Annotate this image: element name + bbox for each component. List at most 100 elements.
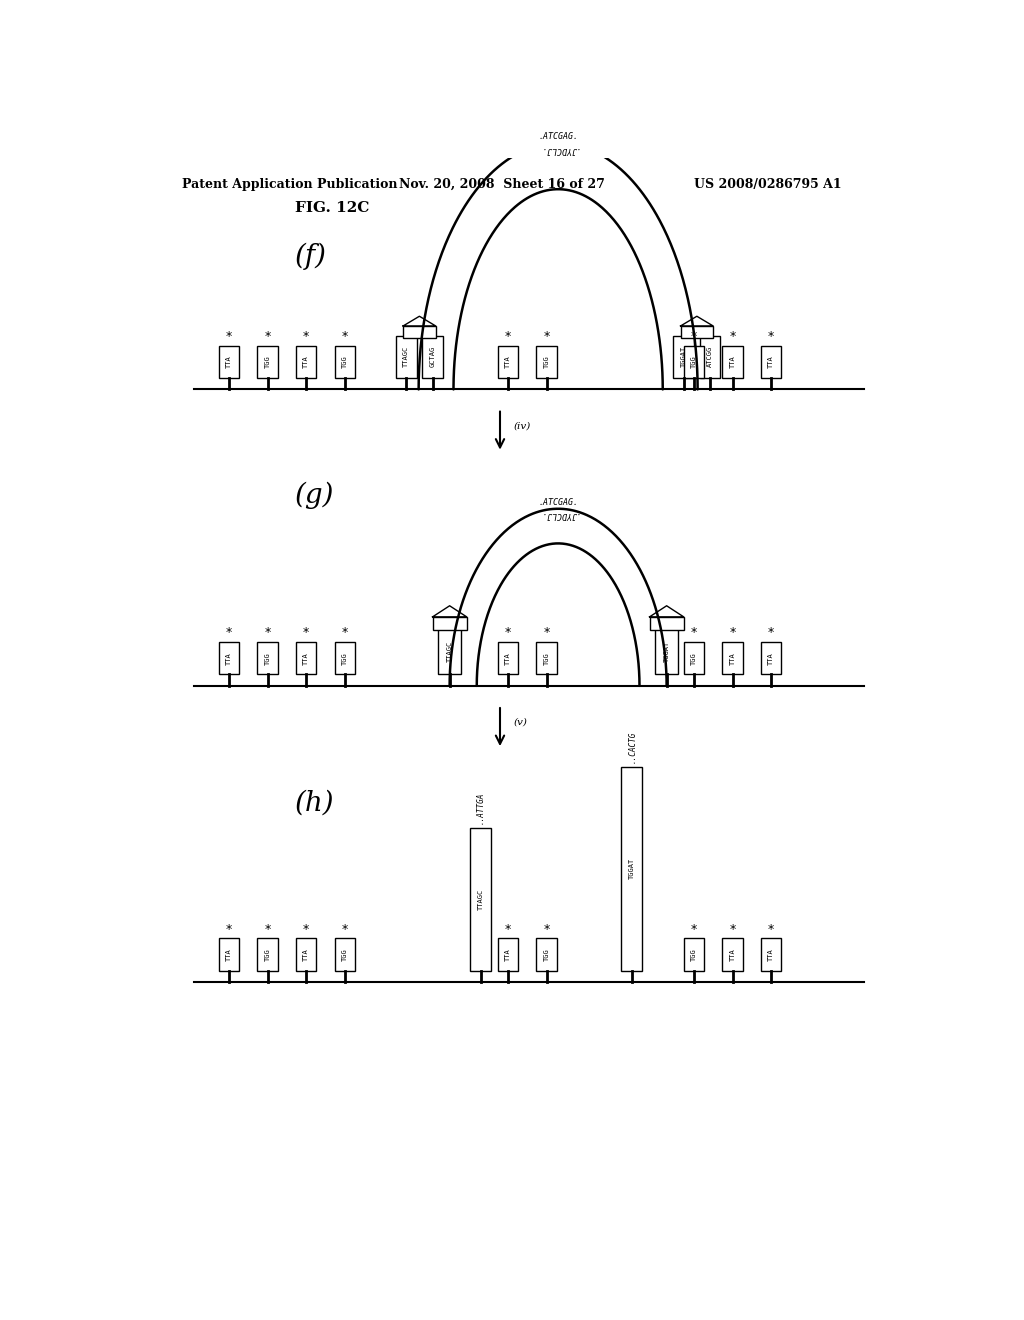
Text: *: * — [225, 330, 231, 343]
Text: TGGAT: TGGAT — [629, 858, 635, 879]
Text: Patent Application Publication: Patent Application Publication — [182, 178, 397, 190]
Text: *: * — [768, 626, 774, 639]
Text: TGG: TGG — [342, 652, 348, 664]
Text: TGG: TGG — [264, 948, 270, 961]
Text: *: * — [505, 923, 511, 936]
Text: TTA: TTA — [303, 948, 309, 961]
Text: Nov. 20, 2008  Sheet 16 of 27: Nov. 20, 2008 Sheet 16 of 27 — [399, 178, 605, 190]
Text: GCTAG: GCTAG — [430, 346, 435, 367]
Text: TGG: TGG — [264, 652, 270, 664]
Bar — [722, 642, 742, 675]
Text: (g): (g) — [295, 482, 334, 510]
Bar — [537, 346, 557, 378]
Text: *: * — [768, 330, 774, 343]
Text: *: * — [264, 923, 270, 936]
Text: TTA: TTA — [768, 948, 774, 961]
Bar — [335, 939, 355, 970]
Text: TGG: TGG — [544, 355, 550, 368]
Bar — [498, 642, 518, 675]
Text: *: * — [690, 923, 697, 936]
Text: .JYDCLJ.: .JYDCLJ. — [539, 511, 579, 519]
Bar — [681, 326, 713, 338]
Text: .ATCGAG.: .ATCGAG. — [539, 132, 579, 141]
Bar — [537, 642, 557, 675]
Bar — [722, 346, 742, 378]
Bar — [684, 939, 703, 970]
Text: TGG: TGG — [342, 355, 348, 368]
Text: TGG: TGG — [691, 948, 696, 961]
Text: *: * — [690, 626, 697, 639]
Bar — [673, 335, 694, 378]
Text: (h): (h) — [295, 789, 334, 817]
Bar — [296, 346, 316, 378]
Text: TTA: TTA — [505, 948, 511, 961]
Text: TGG: TGG — [544, 948, 550, 961]
Text: *: * — [729, 330, 735, 343]
Text: *: * — [225, 923, 231, 936]
Bar — [649, 616, 684, 631]
Bar — [296, 642, 316, 675]
Text: *: * — [264, 626, 270, 639]
Text: TGG: TGG — [342, 948, 348, 961]
Bar — [655, 628, 678, 675]
Bar — [622, 767, 642, 970]
Bar — [403, 326, 435, 338]
Text: *: * — [342, 330, 348, 343]
Text: TTA: TTA — [505, 652, 511, 664]
Text: TTA: TTA — [768, 355, 774, 368]
Text: TTA: TTA — [303, 652, 309, 664]
Bar — [257, 346, 278, 378]
Bar — [684, 642, 703, 675]
Text: TTA: TTA — [225, 652, 231, 664]
Bar — [470, 829, 492, 970]
Text: (v): (v) — [514, 718, 527, 727]
Text: (iv): (iv) — [514, 421, 531, 430]
Text: TTA: TTA — [729, 652, 735, 664]
Text: TGGAT: TGGAT — [664, 640, 670, 661]
Text: ..CACTG: ..CACTG — [628, 730, 636, 763]
Text: *: * — [303, 923, 309, 936]
Text: *: * — [225, 626, 231, 639]
Bar — [684, 346, 703, 378]
Bar — [432, 616, 467, 631]
Text: *: * — [544, 626, 550, 639]
Text: *: * — [303, 626, 309, 639]
Text: TTAGC: TTAGC — [403, 346, 410, 367]
Bar — [219, 642, 239, 675]
Text: TTAGC: TTAGC — [446, 640, 453, 661]
Text: TTA: TTA — [729, 355, 735, 368]
Bar — [699, 335, 721, 378]
Text: *: * — [264, 330, 270, 343]
Bar — [335, 346, 355, 378]
Text: TGG: TGG — [691, 652, 696, 664]
Text: TTA: TTA — [729, 948, 735, 961]
Bar — [219, 346, 239, 378]
Bar — [422, 335, 443, 378]
Text: US 2008/0286795 A1: US 2008/0286795 A1 — [693, 178, 842, 190]
Text: *: * — [303, 330, 309, 343]
Bar — [257, 939, 278, 970]
Text: *: * — [544, 923, 550, 936]
Text: TGG: TGG — [264, 355, 270, 368]
Bar — [537, 939, 557, 970]
Text: TGG: TGG — [691, 355, 696, 368]
Text: TGG: TGG — [544, 652, 550, 664]
Bar — [498, 346, 518, 378]
Bar — [761, 939, 781, 970]
Bar — [219, 939, 239, 970]
Bar — [395, 335, 417, 378]
Text: *: * — [690, 330, 697, 343]
Bar — [722, 939, 742, 970]
Bar — [498, 939, 518, 970]
Bar — [257, 642, 278, 675]
Text: (f): (f) — [295, 243, 327, 271]
Text: *: * — [544, 330, 550, 343]
Text: TGGAT: TGGAT — [681, 346, 687, 367]
Text: TTAGC: TTAGC — [477, 888, 483, 911]
Text: TTA: TTA — [303, 355, 309, 368]
Bar — [335, 642, 355, 675]
Text: FIG. 12C: FIG. 12C — [295, 201, 369, 215]
Text: *: * — [505, 626, 511, 639]
Text: *: * — [505, 330, 511, 343]
Text: ..ATTGA: ..ATTGA — [476, 792, 485, 825]
